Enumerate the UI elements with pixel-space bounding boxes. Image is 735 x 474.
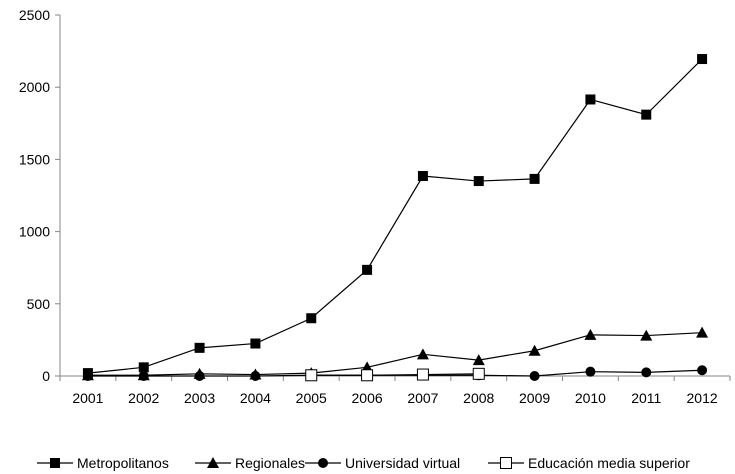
x-tick-label: 2006 xyxy=(352,390,383,406)
y-axis: 0 500 1000 1500 2000 2500 xyxy=(19,7,61,384)
x-tick-label: 2004 xyxy=(240,390,271,406)
legend-item: Metropolitanos xyxy=(37,455,169,471)
data-point xyxy=(528,344,541,356)
data-point xyxy=(416,368,429,381)
x-tick-label: 2007 xyxy=(407,390,438,406)
x-tick-label: 2010 xyxy=(575,390,606,406)
legend-marker xyxy=(50,458,60,468)
data-point xyxy=(138,371,149,381)
legend: Metropolitanos Regionales Universidad virt… xyxy=(37,455,690,471)
data-point xyxy=(529,371,540,381)
data-point xyxy=(585,366,596,377)
legend-label: Universidad virtual xyxy=(345,455,460,471)
data-point xyxy=(417,171,428,182)
data-point xyxy=(362,264,373,275)
y-tick-label: 2500 xyxy=(19,7,50,23)
series-line xyxy=(311,373,479,376)
legend-item: Universidad virtual xyxy=(305,455,460,471)
data-point xyxy=(250,338,261,349)
legend-marker xyxy=(500,457,512,469)
y-tick-label: 0 xyxy=(42,368,50,384)
data-point xyxy=(250,371,261,381)
legend-label: Educación media superior xyxy=(528,455,690,471)
data-point xyxy=(194,342,205,353)
data-point xyxy=(361,369,374,382)
data-point xyxy=(194,371,205,381)
y-tick-label: 500 xyxy=(27,296,51,312)
x-tick-label: 2001 xyxy=(72,390,103,406)
x-tick-label: 2003 xyxy=(184,390,215,406)
legend-label: Metropolitanos xyxy=(77,455,169,471)
series-layer xyxy=(81,54,709,382)
series-educaci-n-media-superior xyxy=(305,367,485,382)
data-point xyxy=(641,367,652,378)
x-tick-label: 2002 xyxy=(128,390,159,406)
legend-marker xyxy=(318,458,328,468)
data-point xyxy=(473,176,484,187)
x-tick-label: 2005 xyxy=(296,390,327,406)
y-tick-label: 2000 xyxy=(19,79,50,95)
y-tick-label: 1500 xyxy=(19,151,50,167)
y-tick-label: 1000 xyxy=(19,224,50,240)
data-point xyxy=(305,369,318,382)
series-metropolitanos xyxy=(82,54,708,379)
data-point xyxy=(697,54,708,65)
data-point xyxy=(82,371,93,381)
x-tick-label: 2011 xyxy=(631,390,661,406)
data-point xyxy=(416,348,429,360)
data-point xyxy=(641,109,652,120)
data-point xyxy=(306,313,317,324)
legend-marker xyxy=(207,457,219,468)
data-point xyxy=(138,362,149,373)
x-tick-label: 2008 xyxy=(463,390,494,406)
series-line xyxy=(87,58,703,374)
x-tick-label: 2009 xyxy=(519,390,550,406)
data-point xyxy=(697,365,708,376)
legend-label: Regionales xyxy=(235,455,305,471)
legend-item: Educación media superior xyxy=(488,455,690,471)
data-point xyxy=(472,354,485,366)
data-point xyxy=(640,329,653,341)
legend-item: Regionales xyxy=(195,455,305,471)
data-point xyxy=(472,367,485,380)
data-point xyxy=(696,326,709,338)
data-point xyxy=(585,94,596,105)
data-point xyxy=(529,173,540,184)
x-tick-label: 2012 xyxy=(687,390,718,406)
x-axis: 2001 2002 2003 2004 2005 2006 2007 2008 2009 2010… xyxy=(59,375,731,406)
series-line xyxy=(87,332,703,376)
data-point xyxy=(584,328,597,340)
